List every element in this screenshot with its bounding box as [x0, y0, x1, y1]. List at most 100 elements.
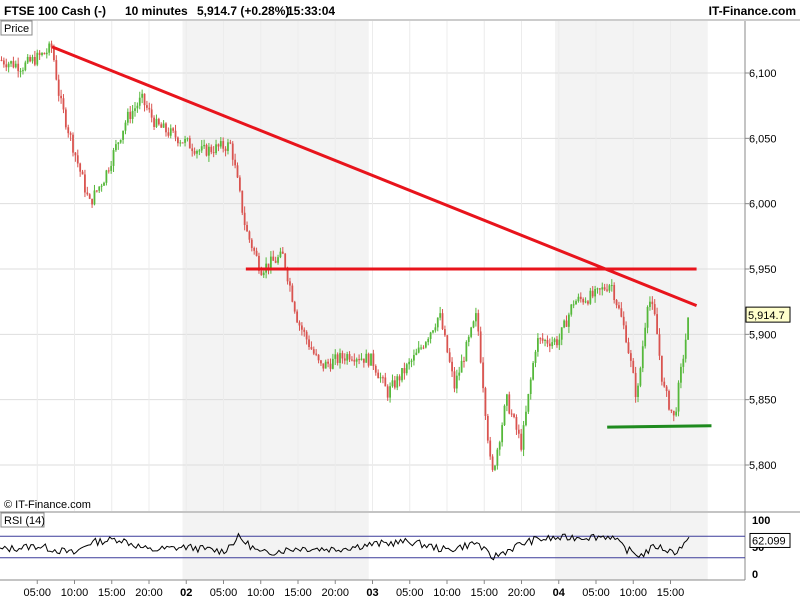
- candle-body: [489, 440, 492, 457]
- candle-body: [165, 123, 167, 133]
- candle-body: [72, 134, 74, 153]
- candle-body: [608, 285, 611, 291]
- x-tick-label: 05:00: [210, 587, 238, 599]
- candle-body: [160, 124, 163, 128]
- candle-body: [41, 52, 43, 56]
- candle-body: [515, 417, 518, 430]
- candle-body: [217, 144, 220, 147]
- candle-body: [79, 163, 82, 172]
- candle-body: [660, 355, 663, 382]
- candle-body: [553, 339, 556, 343]
- candle-body: [353, 359, 356, 362]
- price-y-tick-label: 6,100: [749, 68, 777, 80]
- candle-body: [424, 342, 427, 348]
- candle-body: [14, 63, 17, 68]
- candle-body: [317, 354, 320, 361]
- candle-body: [484, 388, 487, 416]
- x-tick-label: 10:00: [619, 587, 647, 599]
- candle-body: [74, 152, 77, 156]
- candle-body: [162, 123, 165, 128]
- last-price-tag: [745, 306, 791, 323]
- candle-body: [241, 190, 244, 213]
- candle-body: [310, 347, 313, 350]
- candle-body: [651, 301, 654, 305]
- candle-body: [262, 272, 265, 276]
- candle-body: [541, 338, 544, 341]
- rsi-session-shade-1: [555, 513, 708, 580]
- price-label: Price: [4, 23, 29, 35]
- candle-body: [10, 61, 12, 64]
- candle-body: [498, 442, 501, 450]
- candle-body: [539, 338, 542, 340]
- x-tick-label: 04: [553, 587, 566, 599]
- support-5830-line: [607, 424, 712, 429]
- candle-body: [274, 260, 277, 263]
- candle-body: [639, 368, 642, 386]
- candle-body: [238, 177, 241, 191]
- candle-body: [93, 190, 96, 205]
- price-y-tick-label: 6,000: [749, 199, 777, 211]
- x-tick-label: 15:00: [98, 587, 126, 599]
- price-label-box: [0, 20, 33, 36]
- candle-body: [684, 339, 687, 359]
- candle-body: [55, 60, 58, 80]
- candle-body: [615, 299, 618, 306]
- candle-body: [620, 308, 623, 317]
- candle-body: [358, 359, 360, 361]
- candle-body: [596, 288, 599, 290]
- candle-body: [517, 429, 520, 434]
- candle-body: [24, 62, 27, 71]
- copyright-text: © IT-Finance.com: [4, 499, 91, 511]
- x-tick-label: 20:00: [508, 587, 536, 599]
- candle-body: [322, 363, 325, 369]
- candle-body: [196, 150, 198, 154]
- x-tick-label: 05:00: [23, 587, 51, 599]
- candle-body: [391, 380, 394, 387]
- candle-body: [508, 394, 511, 414]
- candle-body: [680, 366, 682, 383]
- candle-body: [403, 368, 406, 374]
- candle-body: [422, 347, 425, 349]
- candle-body: [260, 270, 263, 276]
- price-y-axis: 5,800 5,850 5,900 5,950 6,000 6,050 6,100: [745, 68, 777, 472]
- candle-body: [610, 285, 613, 287]
- header-instrument: FTSE 100 Cash (-): [4, 4, 106, 18]
- candle-body: [653, 304, 656, 315]
- candle-body: [613, 285, 616, 300]
- candle-body: [594, 289, 597, 297]
- candle-body: [441, 313, 444, 330]
- price-drawings: [51, 45, 712, 429]
- rsi-session-shading: [182, 513, 708, 580]
- price-gridlines: [0, 21, 745, 511]
- candle-body: [98, 186, 101, 191]
- candle-body: [455, 375, 458, 389]
- x-tick-label: 15:00: [284, 587, 312, 599]
- candle-body: [153, 117, 155, 127]
- candle-body: [634, 372, 637, 398]
- candle-body: [644, 327, 647, 347]
- rsi-y-tick-label: 100: [752, 515, 770, 527]
- candle-body: [179, 142, 182, 144]
- candle-body: [520, 433, 523, 450]
- candle-body: [212, 152, 215, 154]
- candle-body: [525, 411, 527, 426]
- candle-body: [417, 347, 420, 353]
- candle-body: [663, 381, 666, 387]
- candle-body: [496, 449, 499, 466]
- candle-body: [124, 122, 127, 131]
- candle-body: [129, 111, 132, 119]
- candle-body: [646, 307, 649, 328]
- candle-body: [243, 212, 246, 226]
- candle-body: [286, 268, 289, 282]
- candle-body: [565, 320, 568, 327]
- candle-body: [341, 353, 344, 359]
- candle-body: [115, 144, 117, 151]
- candle-body: [360, 358, 363, 360]
- candle-body: [246, 225, 248, 232]
- price-session-shading: [182, 21, 708, 511]
- candle-body: [181, 142, 184, 144]
- candle-body: [36, 52, 39, 65]
- candle-body: [84, 174, 86, 193]
- rsi-label: RSI (14): [4, 515, 45, 527]
- candle-body: [110, 165, 113, 171]
